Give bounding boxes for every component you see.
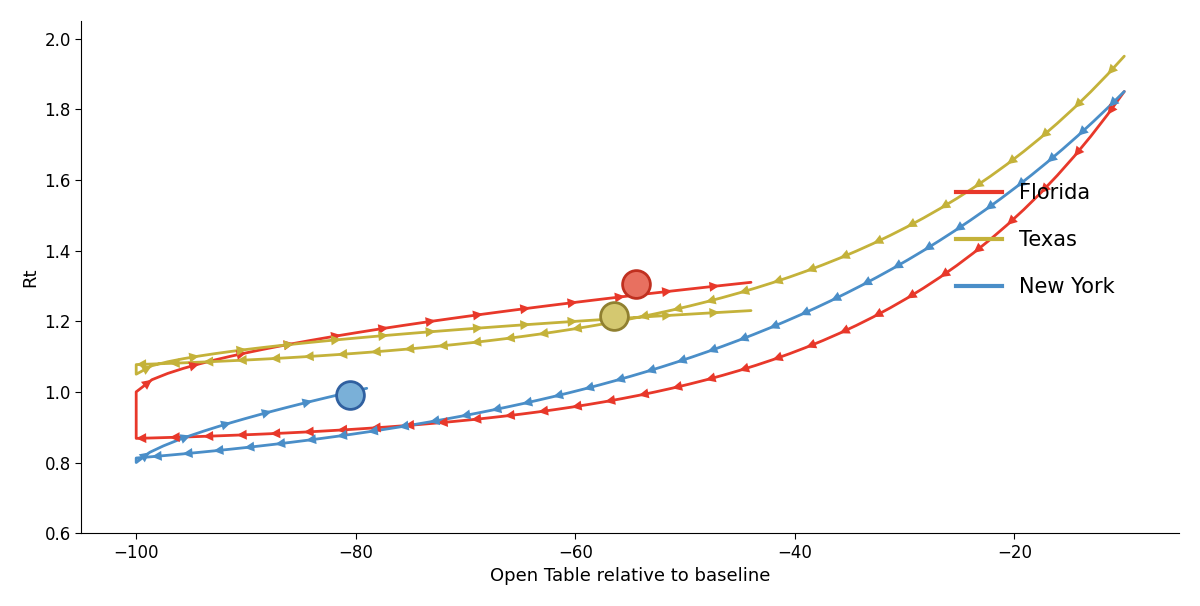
Line: New York: New York (136, 92, 1124, 462)
Florida (128, 388, 143, 396)
Florida (799, 344, 814, 351)
Texas (263, 355, 277, 362)
Y-axis label: Rt: Rt (20, 267, 38, 287)
Florida (1117, 88, 1132, 95)
Texas (732, 289, 746, 296)
Texas (744, 307, 758, 315)
Texas (1117, 53, 1132, 60)
New York (1040, 159, 1055, 166)
New York (128, 459, 143, 466)
New York (932, 238, 947, 245)
X-axis label: Open Table relative to baseline: Open Table relative to baseline (490, 567, 770, 585)
New York (128, 454, 143, 462)
Line: Texas: Texas (136, 56, 1124, 374)
Florida (744, 279, 758, 286)
Florida (732, 367, 746, 374)
New York (206, 447, 221, 454)
New York (360, 385, 374, 392)
Texas (799, 267, 814, 275)
Texas (128, 370, 143, 378)
New York (1117, 88, 1132, 95)
Florida (634, 291, 648, 298)
New York (360, 428, 374, 436)
Line: Florida: Florida (136, 92, 1124, 438)
Texas (128, 361, 143, 368)
Florida (128, 435, 143, 442)
Florida (680, 285, 695, 293)
Florida (263, 430, 277, 438)
Texas (634, 313, 648, 321)
New York (854, 282, 869, 289)
Legend: Florida, Texas, New York: Florida, Texas, New York (948, 175, 1123, 305)
Texas (680, 311, 695, 318)
